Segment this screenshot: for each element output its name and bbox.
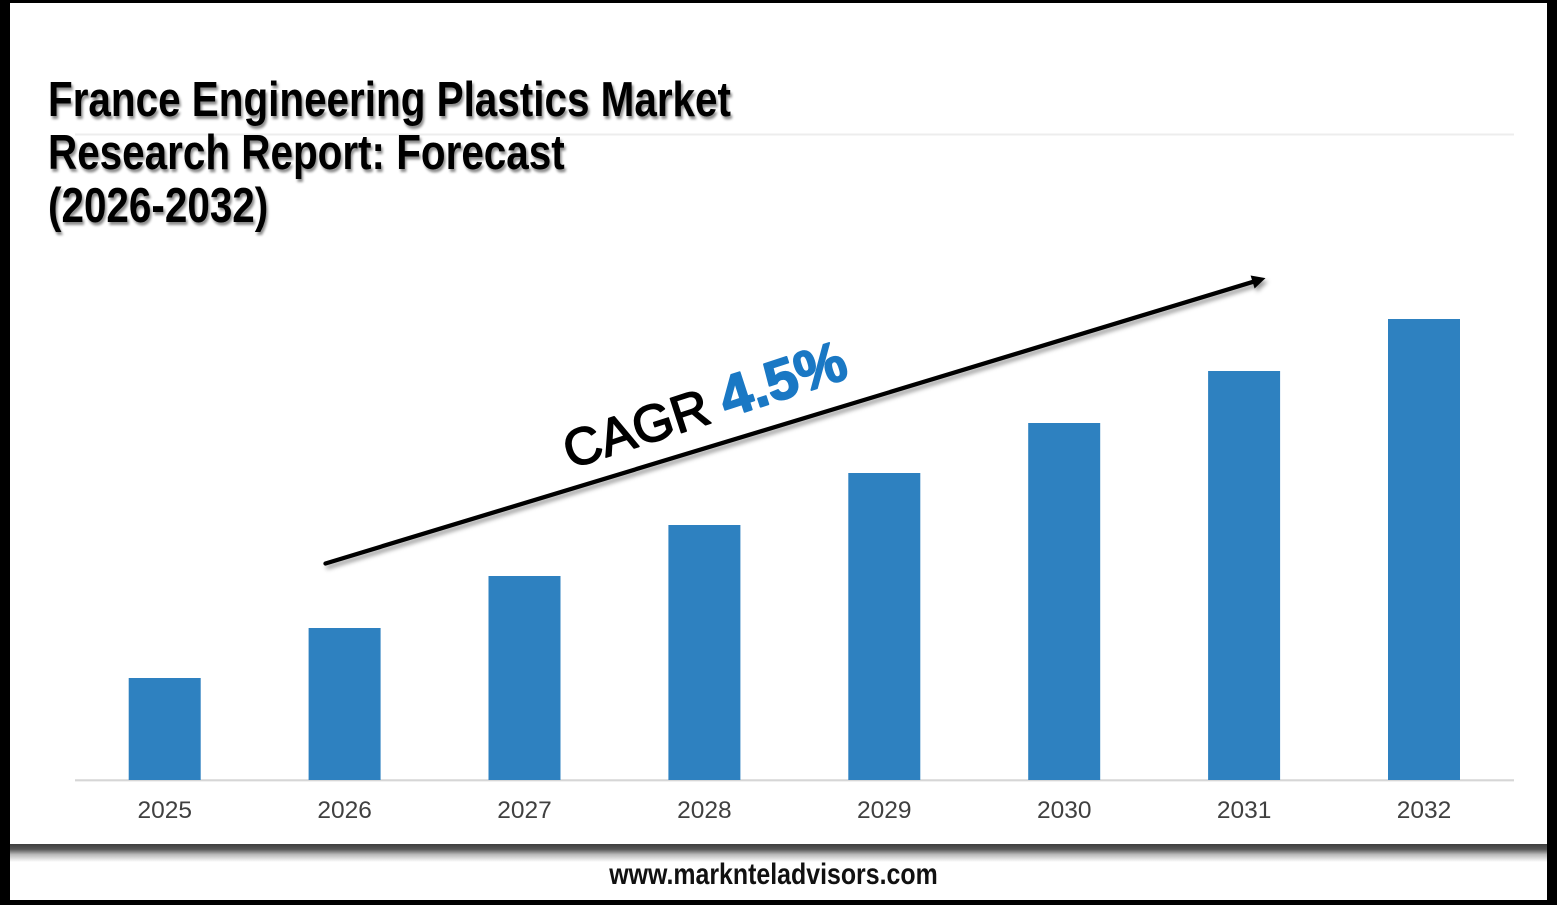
svg-text:2026: 2026 bbox=[317, 797, 372, 824]
svg-text:2030: 2030 bbox=[1037, 797, 1092, 824]
svg-text:2029: 2029 bbox=[857, 797, 912, 824]
svg-text:2025: 2025 bbox=[137, 797, 192, 824]
svg-text:2032: 2032 bbox=[1397, 797, 1452, 824]
svg-text:2027: 2027 bbox=[497, 797, 552, 824]
svg-text:2028: 2028 bbox=[677, 797, 732, 824]
svg-text:CAGR 4.5%: CAGR 4.5% bbox=[555, 329, 855, 481]
svg-text:2031: 2031 bbox=[1217, 797, 1272, 824]
